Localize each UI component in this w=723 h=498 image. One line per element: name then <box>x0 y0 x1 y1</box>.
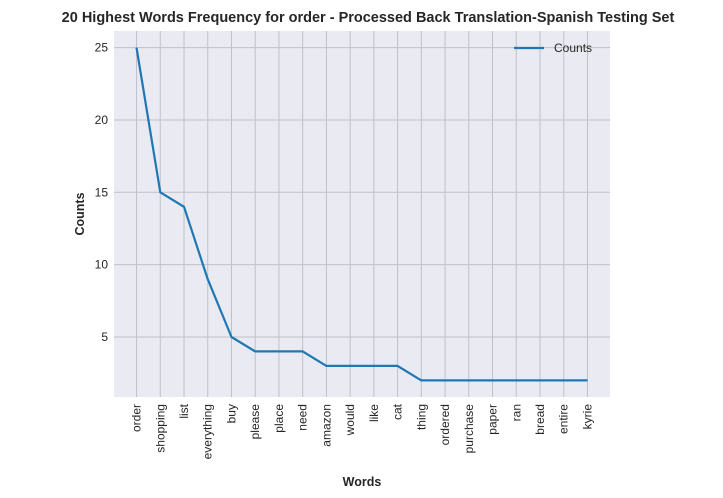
x-tick-label: kyrie <box>580 404 594 430</box>
plot-area <box>114 31 610 397</box>
x-tick-label: bread <box>533 404 547 435</box>
y-tick-label: 5 <box>101 330 108 344</box>
x-tick-label: cat <box>391 403 405 420</box>
x-tick-label: buy <box>224 404 238 423</box>
x-tick-label: like <box>367 404 381 422</box>
legend: Counts <box>514 41 592 55</box>
x-tick-label: need <box>296 404 310 431</box>
y-tick-label: 15 <box>95 185 109 199</box>
x-tick-label: paper <box>486 404 500 435</box>
y-tick-label: 20 <box>95 113 109 127</box>
x-tick-label: thing <box>414 404 428 430</box>
series-line-counts <box>135 47 588 382</box>
x-tick-label: order <box>130 404 144 432</box>
x-tick-label: shopping <box>153 404 167 453</box>
x-tick-label: everything <box>201 404 215 459</box>
grid-lines <box>114 31 610 397</box>
y-axis-label: Counts <box>73 192 87 235</box>
legend-entry-counts: Counts <box>554 41 592 55</box>
x-tick-label: would <box>343 404 357 436</box>
x-axis-label: Words <box>343 475 382 489</box>
y-tick-label: 10 <box>95 258 109 272</box>
y-tick-labels: 5 10 15 20 25 <box>95 41 109 344</box>
y-tick-label: 25 <box>95 41 109 55</box>
x-tick-label: list <box>177 403 191 418</box>
x-tick-label: ordered <box>438 404 452 445</box>
x-tick-label: ran <box>509 404 523 421</box>
x-tick-label: place <box>272 404 286 433</box>
x-tick-labels: order shopping list everything buy please plac… <box>130 403 595 459</box>
x-tick-label: amazon <box>319 404 333 447</box>
x-tick-label: purchase <box>462 404 476 454</box>
chart-title: 20 Highest Words Frequency for order - P… <box>62 10 675 26</box>
x-tick-label: please <box>248 404 262 440</box>
x-tick-label: entire <box>557 404 571 434</box>
